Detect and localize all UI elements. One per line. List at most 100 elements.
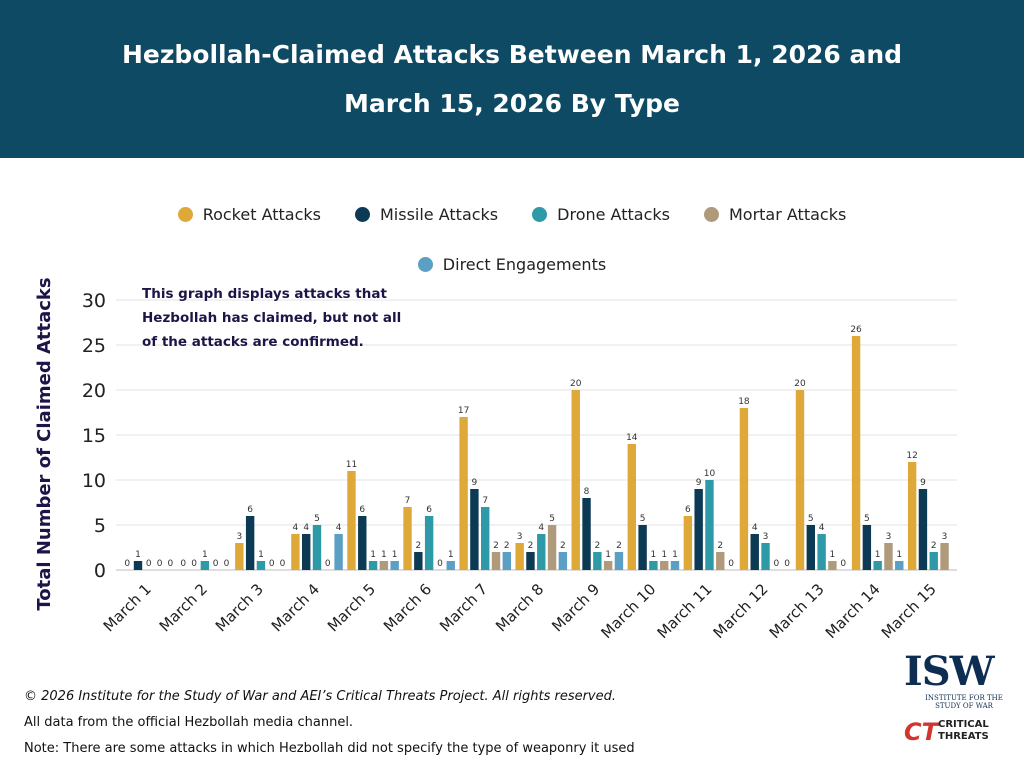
data-label: 1 <box>651 550 657 560</box>
data-label: 0 <box>180 559 186 569</box>
bar <box>739 408 749 570</box>
x-tick-label: March 4 <box>268 580 323 635</box>
footer-note: Note: There are some attacks in which He… <box>24 741 635 756</box>
data-label: 1 <box>381 550 387 560</box>
data-label: 0 <box>784 559 790 569</box>
data-label: 12 <box>906 451 917 461</box>
legend-item: Missile Attacks <box>354 205 498 224</box>
bar <box>502 552 511 570</box>
data-label: 1 <box>135 550 141 560</box>
data-label: 9 <box>696 478 702 488</box>
data-label: 1 <box>258 550 264 560</box>
isw-logo-text: ISW <box>904 648 995 695</box>
bar <box>694 489 703 570</box>
y-tick-label: 25 <box>82 335 106 357</box>
bar <box>256 561 266 570</box>
data-label: 10 <box>704 469 716 479</box>
isw-logo-subtitle: INSTITUTE FOR THE STUDY OF WAR <box>924 694 1004 710</box>
data-label: 2 <box>415 541 421 551</box>
y-tick-label: 20 <box>82 380 106 402</box>
data-label: 3 <box>886 532 892 542</box>
data-label: 8 <box>584 487 590 497</box>
bar <box>660 561 669 570</box>
bar <box>424 516 434 570</box>
ct-logo-line2: THREATS <box>938 731 989 742</box>
data-label: 5 <box>640 514 646 524</box>
legend-row-2: Direct Engagements <box>0 255 1024 274</box>
note-line-3: of the attacks are confirmed. <box>142 334 364 350</box>
data-label: 14 <box>626 433 638 443</box>
data-label: 9 <box>920 478 926 488</box>
legend-item: Rocket Attacks <box>177 205 321 224</box>
data-label: 3 <box>942 532 948 542</box>
data-label: 4 <box>819 523 825 533</box>
x-tick-label: March 3 <box>212 580 267 635</box>
x-tick-label: March 2 <box>156 580 211 635</box>
bar <box>907 462 917 570</box>
chart-title-line2: March 15, 2026 By Type <box>344 89 680 118</box>
bar <box>918 489 928 570</box>
bar <box>593 552 602 570</box>
chart-title: Hezbollah-Claimed Attacks Between March … <box>40 30 984 128</box>
bar <box>571 390 580 570</box>
bar <box>334 534 343 570</box>
data-label: 2 <box>717 541 723 551</box>
bar <box>133 561 143 570</box>
bar <box>670 561 680 570</box>
bar <box>638 525 647 570</box>
isw-logo: ISW INSTITUTE FOR THE STUDY OF WAR <box>904 648 1006 710</box>
bar <box>683 516 693 570</box>
bar <box>884 543 893 570</box>
legend-swatch <box>703 207 719 222</box>
legend-item: Direct Engagements <box>417 255 607 274</box>
data-label: 2 <box>504 541 510 551</box>
bar <box>403 507 412 570</box>
data-label: 18 <box>738 397 750 407</box>
x-tick-label: March 14 <box>822 580 884 642</box>
legend-label: Rocket Attacks <box>202 205 321 224</box>
note-line-2: Hezbollah has claimed, but not all <box>142 310 402 326</box>
data-label: 6 <box>426 505 432 515</box>
bar <box>291 534 300 570</box>
bar <box>446 561 455 570</box>
y-tick-label: 30 <box>82 290 106 312</box>
bar <box>603 561 613 570</box>
data-label: 4 <box>752 523 758 533</box>
legend-row-1: Rocket Attacks Missile Attacks Drone Attac… <box>0 205 1024 224</box>
data-label: 4 <box>336 523 342 533</box>
data-label: 0 <box>224 559 230 569</box>
data-label: 0 <box>124 559 130 569</box>
x-tick-label: March 8 <box>492 580 547 635</box>
x-tick-label: March 1 <box>100 580 155 635</box>
y-tick-label: 15 <box>82 425 106 447</box>
data-label: 9 <box>472 478 478 488</box>
bar <box>873 561 882 570</box>
data-label: 2 <box>594 541 600 551</box>
data-label: 20 <box>570 379 582 389</box>
bar <box>358 516 367 570</box>
bar <box>795 390 805 570</box>
y-tick-label: 10 <box>82 470 106 492</box>
bar <box>862 525 872 570</box>
x-tick-label: March 9 <box>548 580 603 635</box>
data-label: 6 <box>247 505 253 515</box>
isw-logo-sub2: STUDY OF WAR <box>935 702 993 710</box>
data-label: 0 <box>213 559 219 569</box>
data-label: 5 <box>314 514 320 524</box>
legend-label: Drone Attacks <box>557 205 670 224</box>
bar <box>558 552 568 570</box>
isw-logo-sub1: INSTITUTE FOR THE <box>925 694 1003 702</box>
bar <box>481 507 490 570</box>
data-label: 0 <box>280 559 286 569</box>
data-label: 6 <box>685 505 691 515</box>
legend-swatch <box>354 207 370 222</box>
x-tick-label: March 13 <box>766 580 828 642</box>
bar <box>459 417 468 570</box>
critical-threats-logo: CT CRITICAL THREATS <box>904 718 1008 748</box>
legend-label: Direct Engagements <box>442 255 607 274</box>
data-label: 1 <box>672 550 678 560</box>
bar <box>750 534 759 570</box>
y-tick-label: 0 <box>94 560 106 582</box>
data-label: 1 <box>896 550 902 560</box>
legend-label: Mortar Attacks <box>728 205 847 224</box>
